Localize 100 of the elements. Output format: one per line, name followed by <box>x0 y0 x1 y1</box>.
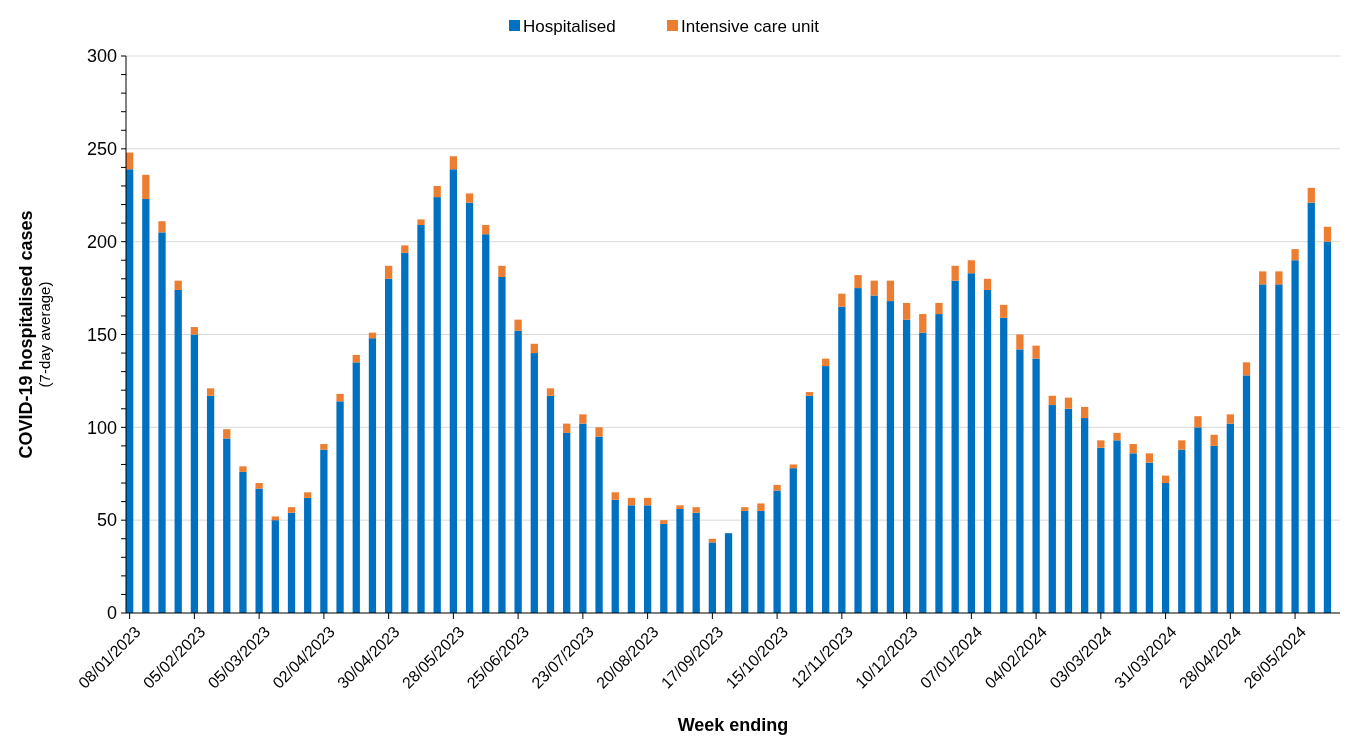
bar <box>206 395 215 613</box>
bar <box>546 395 555 613</box>
bar <box>676 505 684 510</box>
bar <box>546 388 555 396</box>
bar <box>1129 453 1137 613</box>
bar <box>190 327 199 335</box>
bar <box>1081 406 1089 419</box>
bar <box>206 388 215 396</box>
bar <box>1081 418 1089 613</box>
bar <box>1307 187 1315 203</box>
bar <box>660 523 668 613</box>
bar <box>579 423 587 613</box>
bar <box>449 156 458 170</box>
bar <box>1178 449 1186 613</box>
bar <box>1242 375 1251 613</box>
bar <box>627 497 636 506</box>
bar <box>1275 284 1283 613</box>
y-tick-label: 50 <box>96 510 117 531</box>
bar <box>1113 432 1121 441</box>
bar <box>724 533 733 613</box>
bar <box>951 280 959 613</box>
bar <box>595 436 603 613</box>
bar <box>757 510 765 613</box>
bar <box>741 507 749 511</box>
bar <box>336 393 344 402</box>
bar <box>611 492 619 500</box>
y-tick-label: 150 <box>86 324 117 345</box>
bar <box>692 512 700 613</box>
bar <box>1145 453 1154 463</box>
bar <box>627 505 636 613</box>
bar <box>805 395 814 613</box>
bar <box>902 319 911 613</box>
bar <box>854 275 862 289</box>
bar <box>1226 414 1234 424</box>
bar <box>1048 405 1056 613</box>
bar <box>805 392 814 396</box>
y-tick-label: 200 <box>86 231 117 252</box>
bar <box>417 219 425 225</box>
bar <box>1097 440 1105 448</box>
bar <box>870 295 878 613</box>
bar <box>142 174 150 199</box>
bar <box>239 471 247 613</box>
bar <box>384 278 393 613</box>
bar <box>1210 434 1218 446</box>
bar <box>190 334 199 613</box>
bar <box>304 492 312 498</box>
bar <box>1048 395 1056 406</box>
bar <box>611 499 619 613</box>
bar <box>352 354 360 363</box>
bar <box>1145 462 1154 613</box>
bar <box>1178 440 1186 450</box>
bar <box>902 302 911 320</box>
bar <box>1291 260 1299 613</box>
bar <box>271 516 279 521</box>
legend-label: Intensive care unit <box>681 16 820 36</box>
bar <box>563 423 571 433</box>
bar <box>1194 427 1202 613</box>
bar <box>643 497 652 506</box>
y-tick-label: 100 <box>86 417 117 438</box>
bar <box>773 484 781 491</box>
bar <box>530 343 538 354</box>
bar <box>498 265 506 277</box>
bar <box>1275 271 1283 285</box>
bar <box>789 464 797 469</box>
bar <box>514 319 522 331</box>
y-tick-label: 300 <box>86 46 117 67</box>
bar <box>433 185 441 198</box>
bar <box>1032 345 1040 359</box>
y-axis-title: COVID-19 hospitalised cases (7-day average) <box>16 210 53 459</box>
y-tick-label: 0 <box>106 603 117 624</box>
bar <box>1161 475 1170 484</box>
bar <box>854 288 862 613</box>
bar <box>1259 271 1267 285</box>
bar <box>967 260 975 274</box>
bar <box>935 302 943 315</box>
bar <box>1016 334 1024 350</box>
bar <box>643 505 652 613</box>
bar <box>595 427 603 437</box>
bar <box>255 488 263 613</box>
bar <box>1129 444 1137 454</box>
bar <box>482 234 490 613</box>
bar <box>401 245 409 253</box>
bar <box>1064 397 1073 409</box>
bar <box>1323 241 1332 613</box>
bar <box>255 483 263 489</box>
bar <box>287 507 296 513</box>
bar <box>449 169 458 613</box>
bar <box>951 265 959 281</box>
bar <box>320 449 328 613</box>
bar <box>320 444 328 450</box>
bar <box>1259 284 1267 613</box>
bar <box>660 520 668 524</box>
bar <box>1291 249 1299 261</box>
bar <box>384 265 393 279</box>
bar <box>304 497 312 613</box>
bar <box>336 401 344 613</box>
bar <box>174 289 182 613</box>
bar <box>482 224 490 235</box>
bar <box>142 198 150 613</box>
bar <box>1097 447 1105 613</box>
